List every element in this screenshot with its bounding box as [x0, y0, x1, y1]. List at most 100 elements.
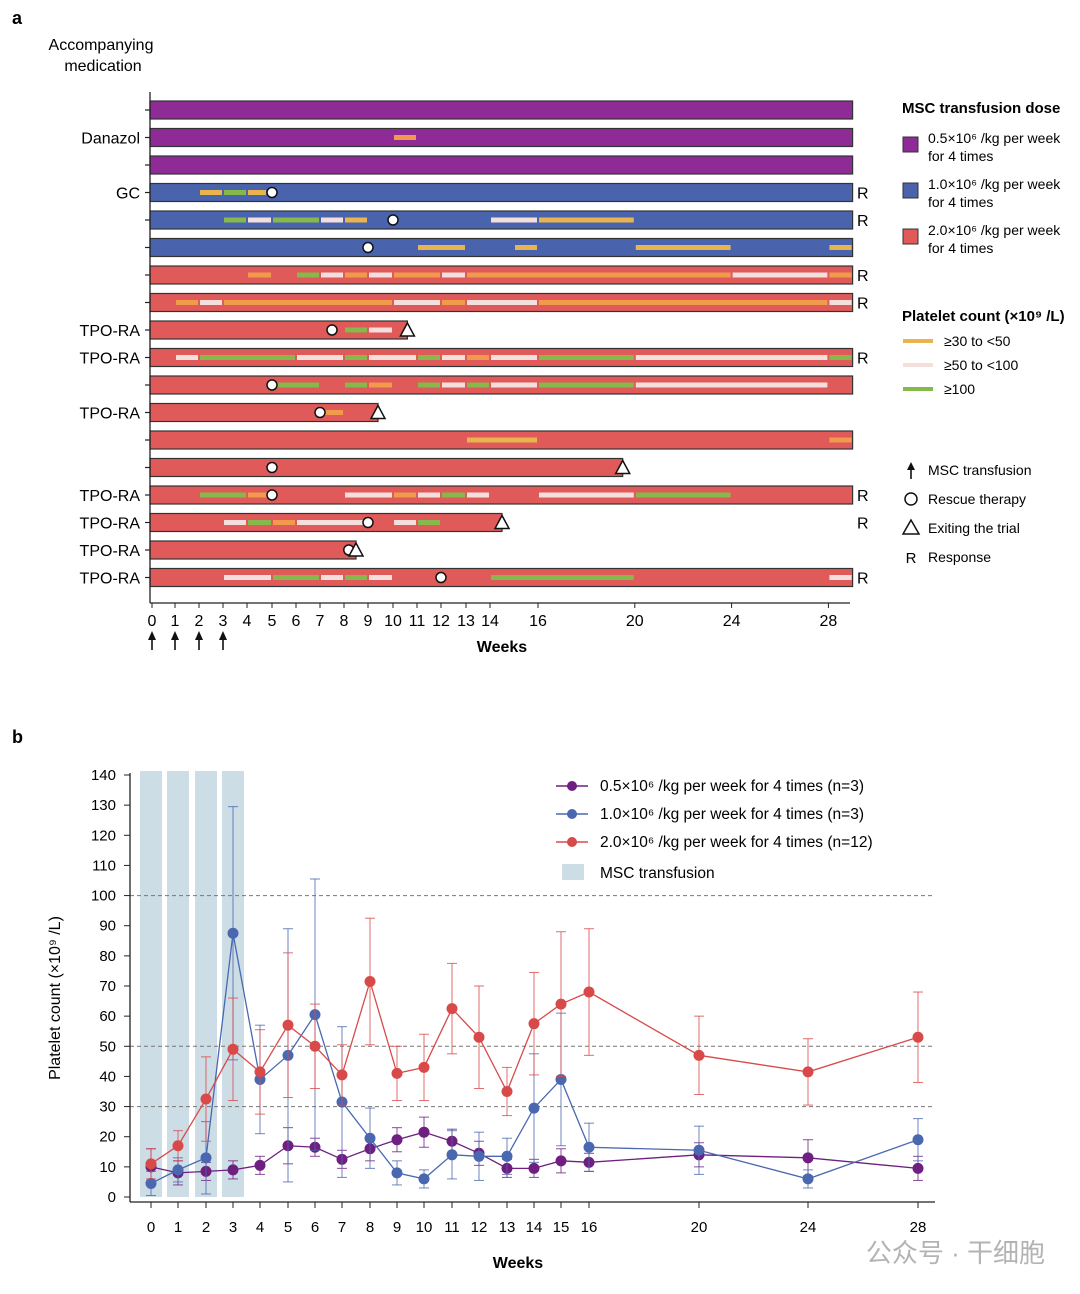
rescue-marker: [266, 379, 278, 391]
data-point: [391, 1167, 403, 1179]
x-tick-label: 0: [147, 1219, 155, 1236]
panel-a-label: a: [12, 8, 23, 28]
patient-row: [145, 237, 854, 258]
data-point: [528, 1162, 540, 1174]
data-point: [391, 1134, 403, 1146]
med-header-line1: Accompanying: [49, 37, 154, 54]
circle-icon: [904, 492, 918, 506]
platelet-segment: [491, 575, 634, 580]
platelet-segment: [418, 520, 440, 525]
platelet-segment: [491, 382, 537, 388]
med-label: TPO-RA: [80, 543, 141, 560]
platelet-segment: [539, 492, 634, 498]
x-tick-label: 24: [723, 613, 741, 630]
y-tick-label: 50: [99, 1038, 116, 1055]
platelet-segment: [467, 300, 537, 305]
x-tick-label: 1: [174, 1219, 182, 1236]
y-tick-label: 20: [99, 1129, 116, 1146]
patient-bar: [149, 127, 854, 148]
y-tick-label: 110: [92, 857, 116, 874]
data-point: [555, 1155, 567, 1167]
data-point: [912, 1134, 924, 1146]
swim-x-ticks: 0 1 2 3 4 5 6 7 8 9 10 11 12 13 14 16 20 24 28: [148, 603, 837, 630]
data-point: [446, 1003, 458, 1015]
data-point: [473, 1150, 485, 1162]
x-tick-label: 13: [499, 1219, 516, 1236]
x-tick-label: 20: [626, 613, 644, 630]
x-tick-label: 12: [432, 613, 450, 630]
data-point: [446, 1149, 458, 1161]
data-point: [254, 1159, 266, 1171]
x-tick-label: 13: [457, 613, 475, 630]
legend-platelet-label: ≥30 to <50: [944, 333, 1011, 349]
exit-marker: [347, 541, 365, 557]
platelet-segment: [321, 217, 343, 223]
x-tick-label: 24: [800, 1219, 817, 1236]
data-point: [364, 975, 376, 987]
response-mark: R: [857, 351, 869, 368]
transfusion-arrow-head: [195, 631, 203, 640]
legend-symbol-label: Exiting the trial: [928, 520, 1020, 536]
data-point: [254, 1066, 266, 1078]
legend-platelet: Platelet count (×10⁹ /L) ≥30 to <50 ≥50 t…: [902, 308, 1065, 397]
x-tick-label: 20: [691, 1219, 708, 1236]
platelet-segment: [273, 575, 319, 580]
platelet-segment: [345, 382, 367, 388]
transfusion-arrow-head: [219, 631, 227, 640]
x-axis-ticks: 0 1 2 3 4 5 6 7 8 9 10 11 12 13 14 15 16 20 24 28: [147, 1202, 926, 1236]
platelet-segment: [418, 492, 440, 498]
data-point: [309, 1040, 321, 1052]
platelet-segment: [176, 355, 198, 360]
msc-band: [140, 771, 162, 1197]
patient-row: [145, 155, 854, 175]
exit-marker: [493, 513, 511, 530]
x-tick-label: 4: [243, 613, 252, 630]
legend-marker: [567, 781, 577, 791]
med-label: TPO-RA: [80, 323, 141, 340]
line-legend: 0.5×10⁶ /kg per week for 4 times (n=3) 1.…: [556, 778, 873, 882]
legend-platelet-swatch: [903, 387, 933, 391]
platelet-segment: [273, 217, 319, 223]
platelet-segment: [394, 135, 416, 140]
data-point: [145, 1177, 157, 1189]
x-tick-label: 0: [148, 613, 157, 630]
y-tick-label: 40: [99, 1068, 116, 1085]
x-tick-label: 5: [284, 1219, 292, 1236]
platelet-segment: [248, 520, 271, 525]
platelet-segment: [369, 575, 392, 580]
x-tick-label: 6: [311, 1219, 319, 1236]
patient-row: R: [145, 265, 869, 285]
data-point: [418, 1061, 430, 1073]
x-tick-label: 2: [202, 1219, 210, 1236]
response-icon: R: [906, 550, 917, 567]
response-mark: R: [857, 268, 869, 285]
patient-bar: [149, 402, 379, 423]
platelet-segment: [273, 520, 295, 525]
data-point: [364, 1132, 376, 1144]
platelet-segment: [394, 492, 416, 498]
exit-marker: [614, 458, 631, 475]
platelet-segment: [345, 272, 367, 278]
watermark: 公众号 · 干细胞: [866, 1238, 1045, 1268]
platelet-segment: [224, 217, 246, 223]
x-tick-label: 11: [409, 613, 426, 630]
x-tick-label: 8: [340, 613, 349, 630]
platelet-segment: [418, 382, 440, 388]
patient-row: R: [145, 292, 869, 313]
msc-transfusion-bands: [140, 771, 244, 1197]
data-point: [693, 1144, 705, 1156]
x-tick-label: 7: [338, 1219, 346, 1236]
legend-dose-line2: for 4 times: [928, 148, 993, 164]
x-tick-label: 10: [416, 1219, 433, 1236]
series-group: [145, 806, 924, 1196]
patient-bar: [149, 237, 854, 258]
rescue-marker: [362, 241, 374, 254]
msc-band: [167, 771, 189, 1197]
data-point: [693, 1049, 705, 1061]
series: [145, 917, 924, 1180]
platelet-segment: [539, 382, 634, 388]
data-point: [583, 1141, 595, 1153]
platelet-segment: [248, 190, 266, 195]
platelet-segment: [442, 492, 465, 498]
